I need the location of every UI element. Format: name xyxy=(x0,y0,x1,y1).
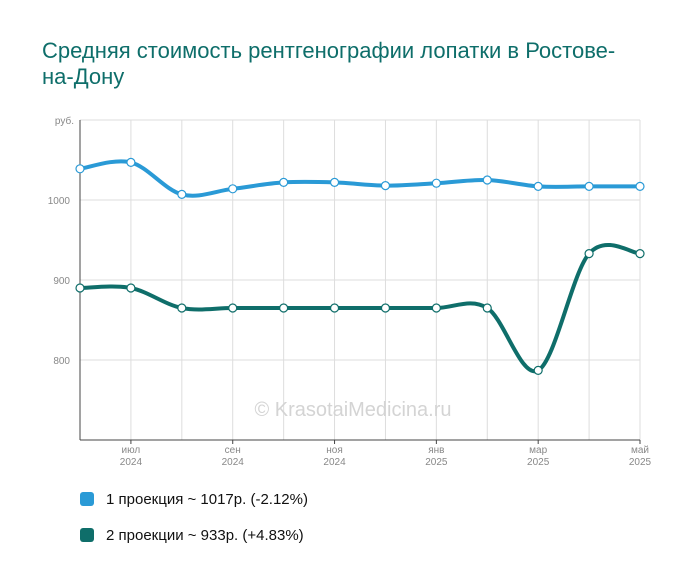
x-tick-label-month: сен xyxy=(225,445,241,456)
data-point-1 xyxy=(431,178,441,188)
x-tick-label-month: янв xyxy=(428,445,444,456)
data-point-1 xyxy=(329,177,340,187)
x-tick-label-year: 2024 xyxy=(120,457,143,468)
legend: 1 проекция ~ 1017р. (-2.12%) 2 проекции … xyxy=(80,489,308,561)
line-chart: руб.8009001000июл2024сен2024ноя2024янв20… xyxy=(48,115,652,468)
data-point-1 xyxy=(126,157,136,167)
data-point-1 xyxy=(228,184,238,194)
x-tick-label-year: 2024 xyxy=(323,457,346,468)
legend-label-2: 2 проекции ~ 933р. (+4.83%) xyxy=(106,526,304,544)
data-point-1 xyxy=(75,164,85,174)
data-point-1 xyxy=(635,181,645,191)
data-point-2 xyxy=(635,249,645,259)
data-point-2 xyxy=(177,303,187,313)
legend-item-2[interactable]: 2 проекции ~ 933р. (+4.83%) xyxy=(80,525,308,545)
data-point-2 xyxy=(279,303,289,313)
x-tick-label-year: 2025 xyxy=(425,457,448,468)
data-point-2 xyxy=(329,303,340,313)
chart-title: Средняя стоимость рентгенографии лопатки… xyxy=(42,38,616,89)
y-tick-label: 800 xyxy=(53,356,70,367)
data-point-1 xyxy=(380,181,391,191)
watermark: © KrasotaiMedicina.ru xyxy=(254,399,451,421)
series-line-2 xyxy=(78,242,642,374)
x-tick-label-year: 2024 xyxy=(222,457,245,468)
x-tick-label-month: ноя xyxy=(326,445,343,456)
data-point-1 xyxy=(177,189,187,199)
data-point-2 xyxy=(482,303,492,313)
y-axis-unit: руб. xyxy=(55,115,74,127)
series-line-1 xyxy=(78,159,642,198)
x-tick-label-year: 2025 xyxy=(629,457,652,468)
data-point-2 xyxy=(126,283,136,293)
legend-item-1[interactable]: 1 проекция ~ 1017р. (-2.12%) xyxy=(80,489,308,509)
y-tick-label: 1000 xyxy=(48,196,71,207)
data-point-1 xyxy=(584,181,594,191)
data-point-2 xyxy=(431,303,441,313)
data-point-2 xyxy=(380,303,391,313)
data-point-1 xyxy=(533,181,543,191)
legend-swatch-1 xyxy=(80,492,94,506)
x-tick-label-month: июл xyxy=(122,445,141,456)
x-tick-label-month: май xyxy=(631,445,649,456)
data-point-2 xyxy=(228,303,238,313)
data-point-1 xyxy=(482,175,492,185)
y-tick-label: 900 xyxy=(53,276,70,287)
x-tick-label-month: мар xyxy=(529,445,547,456)
legend-label-1: 1 проекция ~ 1017р. (-2.12%) xyxy=(106,490,308,508)
data-point-2 xyxy=(533,365,543,375)
data-point-2 xyxy=(75,283,85,293)
x-tick-label-year: 2025 xyxy=(527,457,550,468)
data-point-2 xyxy=(584,249,594,259)
legend-swatch-2 xyxy=(80,528,94,542)
data-point-1 xyxy=(279,177,289,187)
